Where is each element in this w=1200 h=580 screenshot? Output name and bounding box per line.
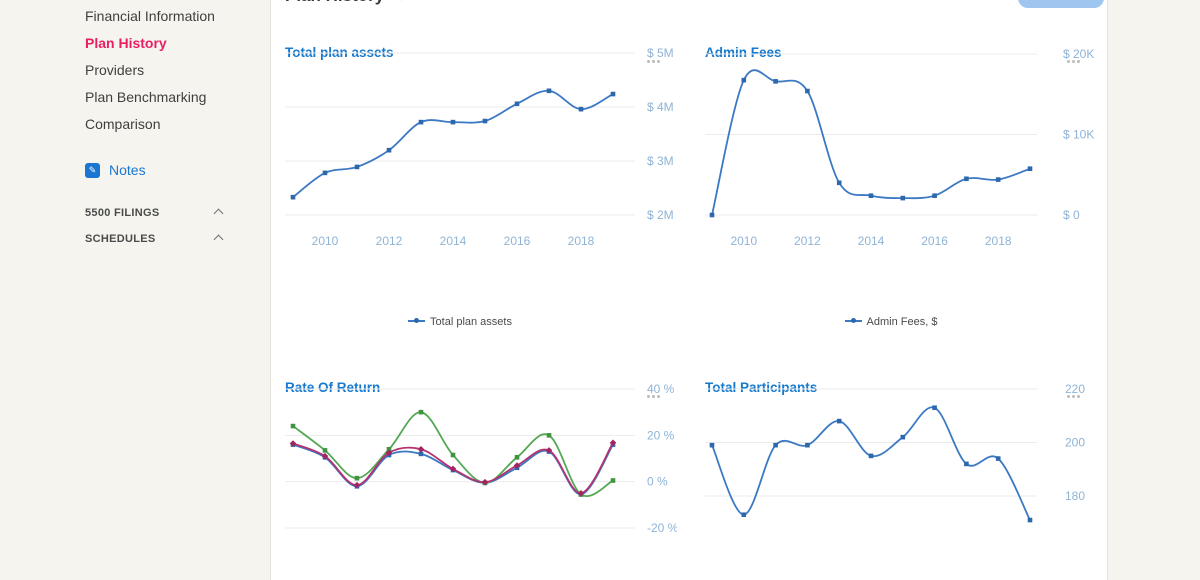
svg-text:2014: 2014 (858, 234, 885, 248)
legend-total-plan-assets[interactable]: Total plan assets (285, 316, 635, 328)
legend-label: Total plan assets (430, 316, 512, 328)
svg-text:$ 0: $ 0 (1063, 208, 1080, 222)
svg-text:2018: 2018 (985, 234, 1012, 248)
chart-card-rate-of-return: Rate Of Return 40 % 20 % 0 % -20 % (285, 380, 679, 580)
svg-text:200: 200 (1065, 436, 1085, 450)
svg-text:2012: 2012 (794, 234, 821, 248)
sidebar-item-comparison[interactable]: Comparison (85, 116, 161, 132)
header-action-button-partial[interactable] (1018, 0, 1104, 8)
total-plan-assets-plot: $ 5M $ 4M $ 3M $ 2M 2010 2012 2014 2016 2018 (285, 45, 677, 282)
svg-text:2018: 2018 (568, 234, 595, 248)
svg-text:2014: 2014 (440, 234, 467, 248)
svg-text:180: 180 (1065, 489, 1085, 503)
chevron-up-icon (213, 208, 224, 219)
sidebar-item-plan-benchmarking[interactable]: Plan Benchmarking (85, 89, 207, 105)
svg-text:-20 %: -20 % (647, 521, 677, 535)
page-title-partial: Plan History✎ (285, 0, 403, 6)
sidebar-section-schedules[interactable]: SCHEDULES (85, 233, 224, 245)
chart-card-total-plan-assets: Total plan assets $ 5M $ 4M $ 3M $ 2M 2010 20… (285, 45, 677, 335)
chart-menu-icon[interactable] (1067, 394, 1083, 400)
svg-text:2012: 2012 (376, 234, 403, 248)
legend-line-marker-icon (408, 318, 426, 324)
chart-card-admin-fees: Admin Fees $ 20K $ 10K $ 0 2010 2012 2014 2016… (705, 45, 1097, 335)
sidebar-item-financial-information[interactable]: Financial Information (85, 8, 215, 24)
svg-text:2010: 2010 (730, 234, 757, 248)
svg-text:20 %: 20 % (647, 428, 675, 442)
svg-text:2016: 2016 (921, 234, 948, 248)
svg-text:220: 220 (1065, 382, 1085, 396)
svg-text:2016: 2016 (504, 234, 531, 248)
svg-text:$ 4M: $ 4M (647, 100, 674, 114)
admin-fees-plot: $ 20K $ 10K $ 0 2010 2012 2014 2016 2018 (705, 45, 1097, 282)
chart-menu-icon[interactable] (647, 59, 663, 65)
svg-text:2010: 2010 (312, 234, 339, 248)
chart-title: Total Participants (705, 380, 818, 395)
sidebar-item-providers[interactable]: Providers (85, 62, 145, 78)
legend-label: Admin Fees, $ (866, 316, 938, 328)
svg-text:$ 5M: $ 5M (647, 46, 674, 60)
svg-text:0 %: 0 % (647, 475, 668, 489)
svg-text:$ 10K: $ 10K (1063, 128, 1094, 142)
chart-menu-icon[interactable] (647, 394, 663, 400)
chart-menu-icon[interactable] (1067, 59, 1083, 65)
chart-title: Rate Of Return (285, 380, 381, 395)
sidebar-item-notes[interactable]: ✎ Notes (85, 162, 146, 178)
sidebar: Financial Information Plan History Provi… (0, 0, 270, 580)
sidebar-section-5500-filings[interactable]: 5500 FILINGS (85, 207, 224, 219)
edit-pencil-icon[interactable]: ✎ (394, 0, 402, 4)
svg-text:$ 20K: $ 20K (1063, 47, 1094, 61)
notes-pencil-icon: ✎ (85, 162, 100, 178)
svg-text:40 %: 40 % (647, 382, 675, 396)
total-participants-plot: 220 200 180 (705, 380, 1097, 555)
sidebar-item-plan-history[interactable]: Plan History (85, 35, 167, 51)
rate-of-return-plot: 40 % 20 % 0 % -20 % (285, 380, 679, 555)
legend-line-marker-icon (844, 318, 862, 324)
svg-text:$ 3M: $ 3M (647, 154, 674, 168)
chevron-up-icon (213, 234, 224, 245)
main-panel: Plan History✎ Total plan assets $ 5M $ 4M… (270, 0, 1108, 580)
section-label: SCHEDULES (85, 233, 156, 245)
notes-label: Notes (109, 162, 146, 178)
legend-admin-fees[interactable]: Admin Fees, $ (725, 316, 1057, 328)
chart-title: Admin Fees (705, 45, 782, 60)
svg-text:$ 2M: $ 2M (647, 208, 674, 222)
chart-card-total-participants: Total Participants 220 200 180 (705, 380, 1097, 580)
section-label: 5500 FILINGS (85, 207, 160, 219)
